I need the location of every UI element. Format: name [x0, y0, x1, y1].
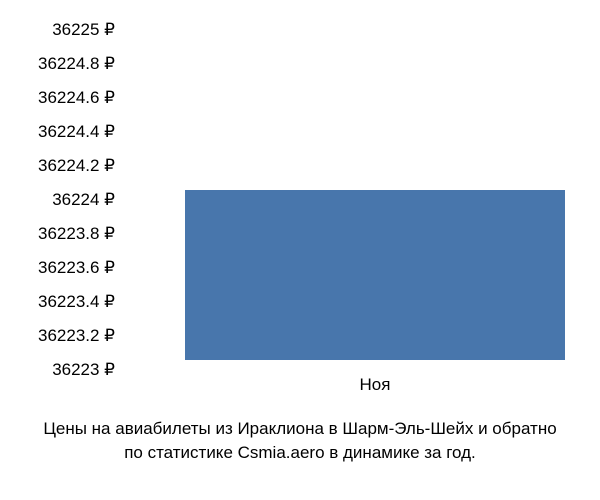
y-tick-label: 36223.4 ₽ [38, 292, 115, 312]
chart-caption: Цены на авиабилеты из Ираклиона в Шарм-Э… [0, 417, 600, 465]
y-tick-label: 36224.2 ₽ [38, 156, 115, 176]
y-tick-label: 36224 ₽ [52, 190, 115, 210]
x-tick-label: Ноя [360, 375, 391, 395]
y-tick-label: 36225 ₽ [52, 20, 115, 40]
y-tick-label: 36224.4 ₽ [38, 122, 115, 142]
plot-area: Ноя [125, 20, 575, 360]
price-chart: 36225 ₽ 36224.8 ₽ 36224.6 ₽ 36224.4 ₽ 36224.… [0, 0, 600, 500]
y-tick-label: 36224.6 ₽ [38, 88, 115, 108]
y-tick-label: 36224.8 ₽ [38, 54, 115, 74]
bar [185, 190, 565, 360]
y-tick-label: 36223.2 ₽ [38, 326, 115, 346]
caption-line-1: Цены на авиабилеты из Ираклиона в Шарм-Э… [0, 417, 600, 441]
y-tick-label: 36223.6 ₽ [38, 258, 115, 278]
y-tick-label: 36223 ₽ [52, 360, 115, 380]
caption-line-2: по статистике Csmia.aero в динамике за г… [0, 441, 600, 465]
y-tick-label: 36223.8 ₽ [38, 224, 115, 244]
